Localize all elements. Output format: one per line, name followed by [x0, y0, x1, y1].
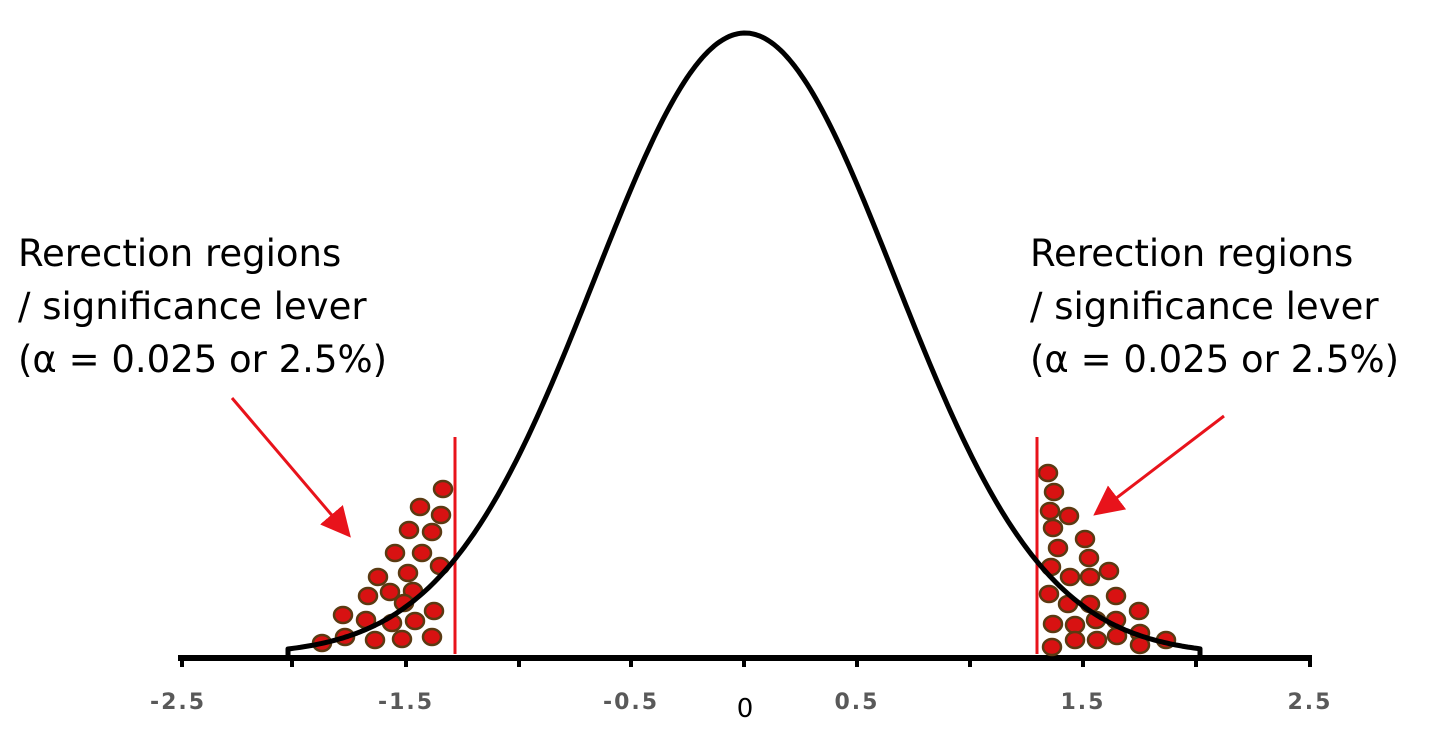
left-region-dot [367, 567, 389, 587]
right-region-dot [1043, 482, 1065, 502]
right-region-dot [1098, 561, 1120, 581]
left-annotation-line-1: Rerection regions [18, 232, 342, 275]
left-region-dot [404, 611, 426, 631]
right-region-dot [1105, 586, 1127, 606]
right-region-dot [1059, 567, 1081, 587]
left-rejection-annotation: Rerection regions / significance lever (… [18, 227, 387, 386]
bell-curve [285, 30, 1203, 655]
x-axis-ticks [180, 655, 1312, 667]
right-region-dot [1074, 529, 1096, 549]
left-region-dot [430, 505, 452, 525]
tick-label-zero: 0 [737, 694, 754, 724]
right-region-dot [1042, 614, 1064, 634]
right-region-dot [1038, 584, 1060, 604]
left-rejection-dots [311, 479, 454, 653]
tick-label-neg-2-5: -2.5 [150, 690, 206, 715]
left-region-dot [384, 543, 406, 563]
left-region-dot [409, 497, 431, 517]
right-region-dot [1041, 637, 1063, 657]
left-region-dot [398, 520, 420, 540]
right-region-dot [1128, 601, 1150, 621]
right-region-dot [1058, 506, 1080, 526]
right-annotation-line-3: (α = 0.025 or 2.5%) [1030, 338, 1400, 381]
right-rejection-annotation: Rerection regions / significance lever (… [1030, 227, 1399, 386]
left-region-dot [357, 586, 379, 606]
left-region-dot [423, 601, 445, 621]
tick-label-0-5: 0.5 [835, 690, 880, 715]
tick-label-1-5: 1.5 [1061, 690, 1106, 715]
right-region-dot [1042, 518, 1064, 538]
right-region-dot [1039, 501, 1061, 521]
left-region-dot [432, 479, 454, 499]
left-arrow [230, 397, 351, 538]
tick-label-neg-0-5: -0.5 [603, 690, 659, 715]
left-region-dot [364, 630, 386, 650]
right-region-dot [1079, 567, 1101, 587]
right-region-dot [1078, 548, 1100, 568]
right-region-dot [1086, 630, 1108, 650]
right-arrow [1093, 414, 1225, 516]
left-region-dot [397, 563, 419, 583]
right-rejection-dots [1037, 463, 1177, 657]
left-region-dot [411, 543, 433, 563]
right-annotation-line-1: Rerection regions [1030, 232, 1354, 275]
right-region-dot [1047, 538, 1069, 558]
tick-label-2-5: 2.5 [1288, 690, 1333, 715]
right-region-dot [1037, 463, 1059, 483]
tick-label-neg-1-5: -1.5 [378, 690, 434, 715]
left-region-dot [421, 522, 443, 542]
right-region-dot [1064, 615, 1086, 635]
right-annotation-line-2: / significance lever [1030, 285, 1379, 328]
left-region-dot [421, 627, 443, 647]
left-region-dot [379, 582, 401, 602]
left-annotation-line-3: (α = 0.025 or 2.5%) [18, 338, 388, 381]
right-region-dot [1064, 630, 1086, 650]
left-annotation-line-2: / significance lever [18, 285, 367, 328]
left-region-dot [332, 605, 354, 625]
left-region-dot [391, 629, 413, 649]
